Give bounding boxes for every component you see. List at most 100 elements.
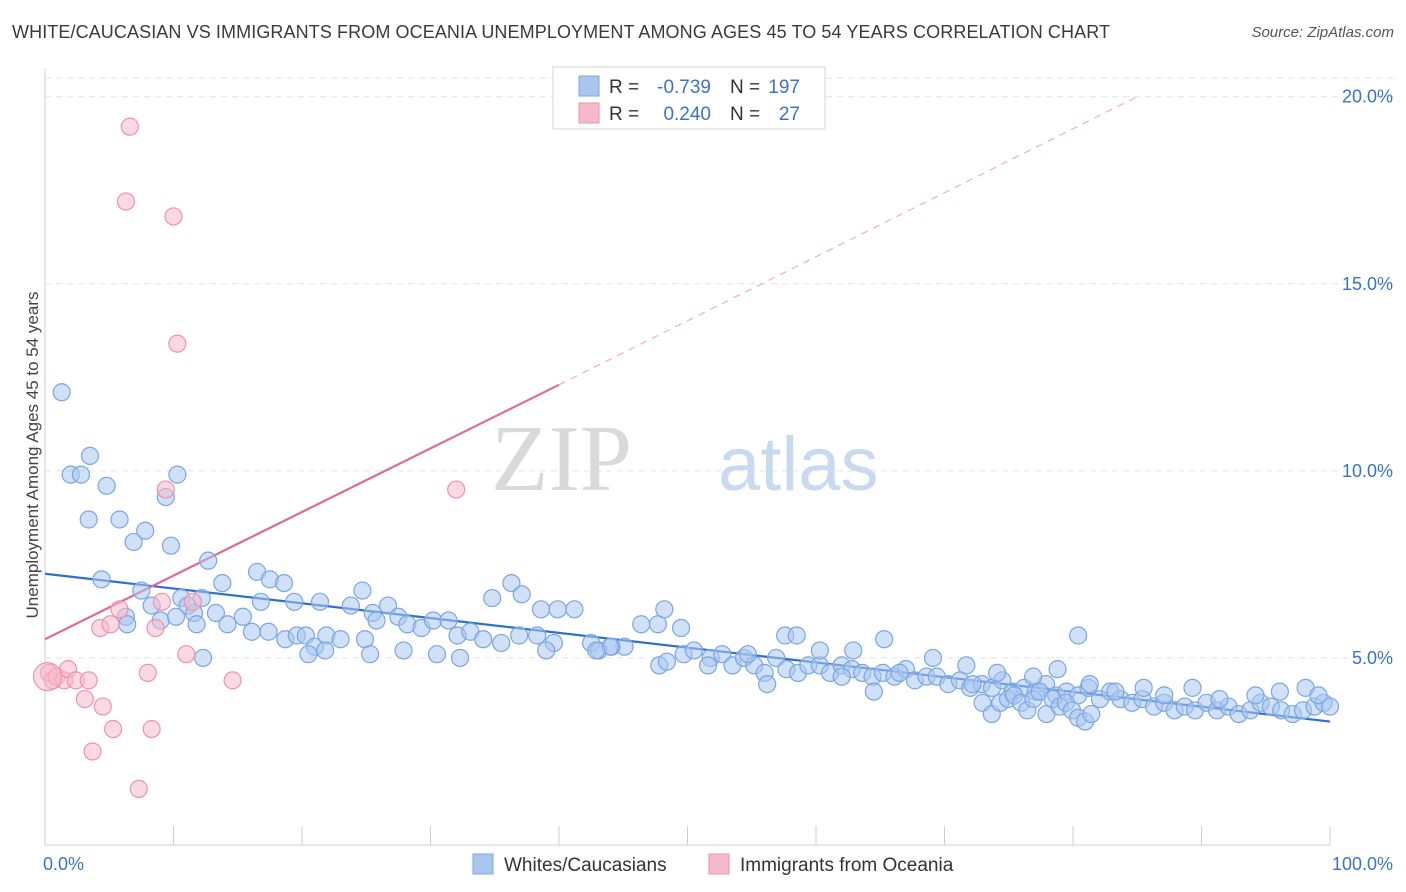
bottom-legend-oceania: Immigrants from Oceania [740,855,954,876]
point-whites-59 [528,626,547,645]
point-whites-53 [439,611,458,630]
point-whites-52 [423,611,443,630]
point-whites-48 [367,611,386,630]
point-whites-147 [1320,697,1340,716]
point-whites-81 [450,648,470,668]
legend-n-value-2: 27 [779,104,800,125]
point-whites-12 [92,570,111,589]
correlation-legend: R = -0.739 N = 197 R = 0.240 N = 27 [552,66,826,130]
point-whites-56 [474,630,493,649]
point-whites-32 [341,596,360,615]
point-whites-165 [1270,682,1289,701]
point-whites-71 [502,573,521,593]
point-whites-33 [353,581,372,600]
point-oceania-16 [129,779,148,798]
point-whites-80 [427,645,447,664]
point-whites-2 [71,465,91,484]
point-whites-187 [758,675,777,694]
point-oceania-12 [104,719,123,739]
point-whites-28 [233,607,252,626]
point-oceania-27 [447,480,466,499]
point-oceania-22 [164,207,183,226]
point-whites-75 [193,648,213,668]
point-whites-157 [1048,660,1067,679]
point-whites-11 [161,536,181,555]
point-whites-36 [118,615,137,634]
watermark: ZIP atlas [491,407,879,511]
point-whites-57 [492,633,511,653]
point-oceania-25 [177,645,196,664]
point-whites-84 [587,641,606,660]
point-whites-37 [187,615,206,634]
bottom-legend-swatch-blue [472,853,494,875]
legend-swatch-blue [578,75,600,97]
point-whites-148 [738,645,757,664]
watermark-atlas: atlas [718,422,879,507]
point-whites-88 [684,641,704,660]
point-whites-38 [218,615,237,634]
point-oceania-13 [110,600,129,619]
point-whites-74 [531,600,551,619]
point-whites-3 [80,446,100,465]
point-whites-4 [97,476,116,495]
point-oceania-14 [116,192,136,211]
axes [44,68,1331,846]
point-oceania-7 [79,671,98,690]
point-whites-153 [923,648,943,668]
y-tick-label-1: 10.0% [1342,461,1393,481]
point-whites-62 [565,600,584,619]
point-whites-13 [199,551,218,570]
legend-n-label-1: N = [730,77,760,98]
point-whites-35 [378,596,398,615]
point-whites-151 [844,641,863,660]
legend-r-value-2: 0.240 [663,104,711,125]
trend-line-oceania [44,383,560,641]
point-whites-70 [671,618,691,638]
point-whites-185 [1082,704,1101,724]
point-whites-152 [875,630,894,649]
y-tick-labels: 5.0% 10.0% 15.0% 20.0% [1342,87,1393,668]
watermark-zip: ZIP [491,407,632,511]
point-whites-67 [632,615,651,634]
point-whites-186 [1069,626,1088,645]
point-oceania-20 [152,592,172,611]
point-whites-19 [213,573,232,593]
point-oceania-10 [93,697,112,716]
point-whites-79 [394,641,413,660]
y-tick-label-0: 5.0% [1352,648,1393,668]
point-oceania-17 [138,663,157,682]
point-oceania-large [32,662,63,692]
point-whites-31 [310,592,330,611]
legend-r-value-1: -0.739 [657,77,711,98]
source-label: Source: ZipAtlas.com [1251,24,1394,41]
point-whites-76 [299,645,318,664]
point-oceania-11 [101,615,120,634]
point-whites-77 [316,641,335,660]
point-whites-192 [832,667,851,686]
point-whites-22 [274,573,294,593]
point-whites-164 [1246,686,1265,705]
point-whites-158 [1080,675,1099,694]
point-whites-69 [655,600,674,619]
point-oceania-19 [146,618,165,638]
series-whites-points [52,383,1340,731]
point-whites-160 [1134,678,1153,697]
point-whites-161 [1155,686,1174,705]
point-whites-0 [52,383,71,402]
point-whites-82 [537,641,556,660]
point-whites-5 [79,510,98,529]
x-tick-label-0: 0.0% [43,854,84,874]
x-tick-label-1: 100.0% [1332,854,1393,874]
point-whites-72 [512,585,531,604]
point-oceania-21 [156,480,175,499]
legend-swatch-pink [578,102,600,124]
point-whites-14 [132,581,151,600]
point-whites-6 [110,510,129,529]
bottom-legend-whites: Whites/Caucasians [504,855,667,876]
bottom-legend-swatch-pink [708,853,730,875]
grid-lines [45,77,1393,659]
point-whites-68 [648,615,668,634]
point-whites-159 [1106,682,1125,701]
point-oceania-23 [168,334,187,353]
